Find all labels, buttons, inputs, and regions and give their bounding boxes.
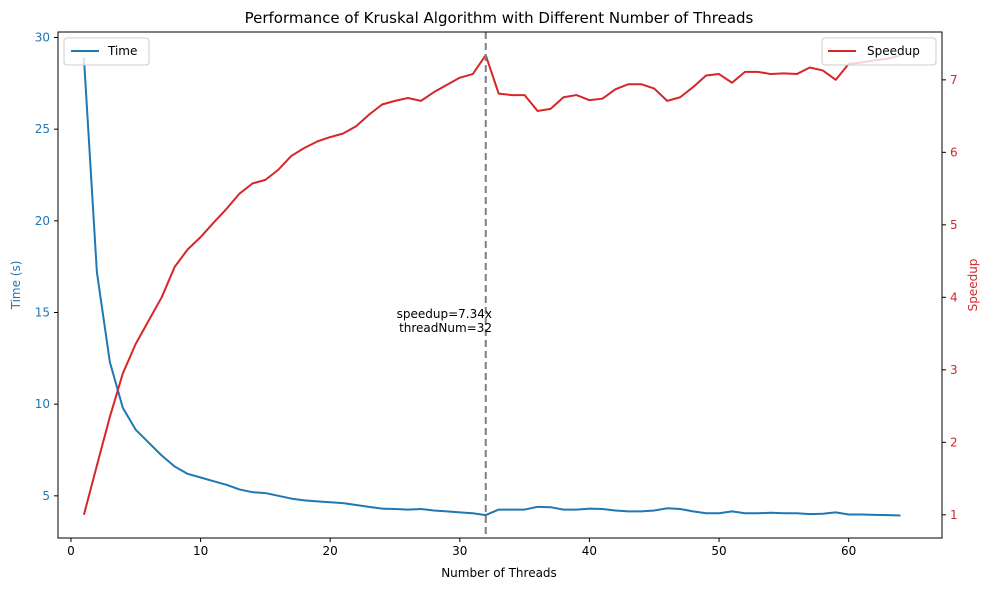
annotation-speedup: speedup=7.34x — [397, 307, 492, 321]
chart-title: Performance of Kruskal Algorithm with Di… — [245, 9, 754, 27]
series-layer — [82, 54, 901, 517]
x-tick-label: 30 — [452, 544, 467, 558]
x-tick-label: 10 — [193, 544, 208, 558]
x-tick-label: 40 — [582, 544, 597, 558]
legend-speedup-label: Speedup — [867, 44, 920, 58]
series-line-time — [82, 57, 901, 517]
x-axis: 0 10 20 30 40 50 60 — [67, 538, 856, 558]
series-line-speedup — [82, 54, 901, 516]
y-left-tick-label: 10 — [35, 397, 50, 411]
y-left-tick-label: 20 — [35, 214, 50, 228]
y-right-tick-label: 4 — [950, 290, 958, 304]
legend-time-label: Time — [107, 44, 137, 58]
y-right-tick-label: 5 — [950, 218, 958, 232]
y-axis-right: 1 2 3 4 5 6 7 — [942, 73, 958, 522]
y-left-tick-label: 30 — [35, 31, 50, 45]
y-right-tick-label: 7 — [950, 73, 958, 87]
x-tick-label: 20 — [323, 544, 338, 558]
y-right-tick-label: 3 — [950, 363, 958, 377]
plot-frame — [57, 31, 943, 539]
y-right-tick-label: 6 — [950, 145, 958, 159]
y-axis-left: 5 10 15 20 25 30 — [35, 31, 58, 503]
legend-speedup: Speedup — [821, 37, 937, 66]
legend-time-box — [63, 37, 150, 66]
x-axis-label: Number of Threads — [441, 566, 557, 580]
annotation-threadnum: threadNum=32 — [399, 321, 492, 335]
legend-speedup-box — [821, 37, 937, 66]
y-right-tick-label: 1 — [950, 508, 958, 522]
y-right-tick-label: 2 — [950, 435, 958, 449]
x-tick-label: 0 — [67, 544, 75, 558]
y-axis-left-label: Time (s) — [9, 261, 23, 311]
y-axis-right-label: Speedup — [966, 259, 980, 312]
x-tick-label: 50 — [711, 544, 726, 558]
y-left-tick-label: 15 — [35, 306, 50, 320]
x-tick-label: 60 — [841, 544, 856, 558]
legend-time: Time — [63, 37, 150, 66]
y-left-tick-label: 25 — [35, 122, 50, 136]
y-left-tick-label: 5 — [42, 489, 50, 503]
